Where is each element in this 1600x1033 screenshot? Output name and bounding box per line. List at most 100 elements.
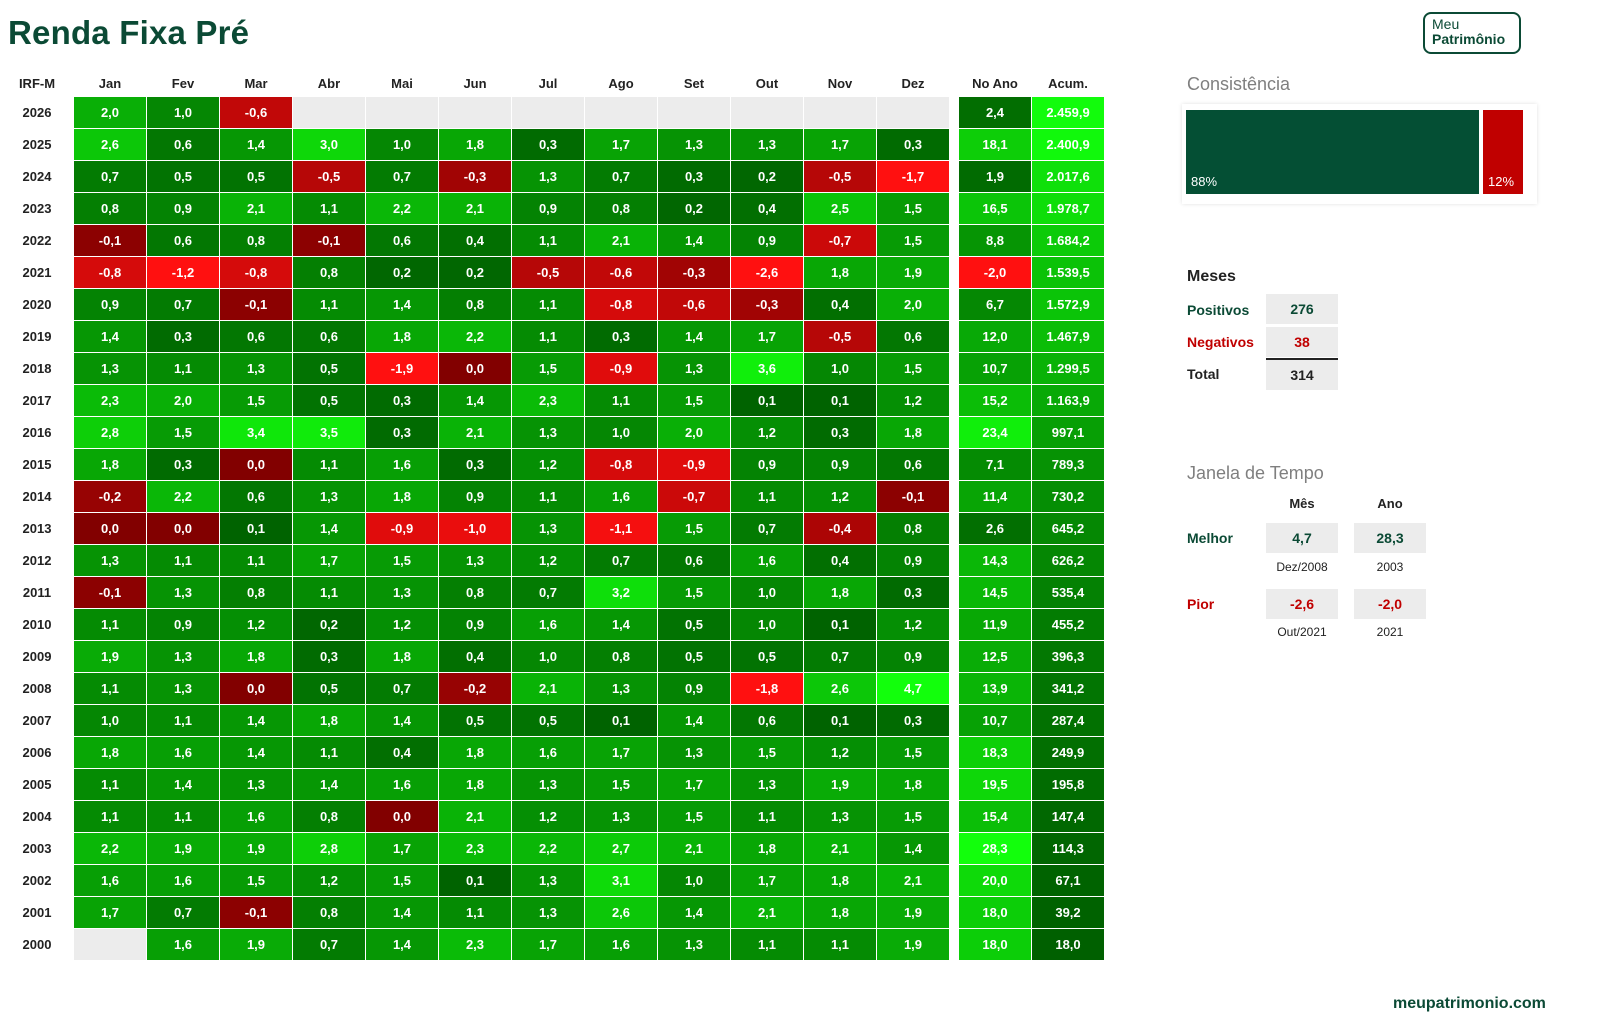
column-gap — [949, 672, 959, 705]
month-return-cell: 1,6 — [584, 928, 658, 961]
month-return-cell: 1,9 — [219, 928, 293, 961]
year-total-cell: 6,7 — [958, 288, 1032, 321]
year-label: 2022 — [0, 224, 74, 257]
table-row: 2024 0,7 0,5 0,5 -0,5 0,7 -0,3 1,3 0,7 0,3 0,2 -0,5… — [0, 160, 1105, 193]
month-return-cell: 1,0 — [803, 352, 877, 385]
year-label: 2019 — [0, 320, 74, 353]
month-return-cell: 0,8 — [219, 224, 293, 257]
column-gap — [949, 352, 959, 385]
month-return-cell: 1,7 — [803, 128, 877, 161]
accumulated-cell: 1.163,9 — [1031, 384, 1105, 417]
month-header: Fev — [171, 75, 195, 91]
month-return-cell: 1,1 — [511, 224, 585, 257]
month-return-cell: 0,6 — [365, 224, 439, 257]
footer-site-link[interactable]: meupatrimonio.com — [1393, 995, 1546, 1012]
month-return-cell: 0,1 — [803, 704, 877, 737]
month-return-cell: 0,7 — [730, 512, 804, 545]
month-return-cell: 1,8 — [438, 768, 512, 801]
month-return-cell: 0,9 — [730, 448, 804, 481]
year-label: 2001 — [0, 896, 74, 929]
month-return-cell: 1,3 — [73, 544, 147, 577]
month-return-cell: 1,4 — [219, 128, 293, 161]
column-gap — [949, 928, 959, 961]
month-return-cell: 2,1 — [438, 192, 512, 225]
month-return-cell: 1,3 — [219, 352, 293, 385]
month-header: Nov — [827, 75, 853, 91]
year-total-cell: 18,0 — [958, 928, 1032, 961]
month-return-cell: -0,8 — [584, 288, 658, 321]
month-header: Out — [755, 75, 779, 91]
month-return-cell: 0,3 — [292, 640, 366, 673]
accumulated-cell: 39,2 — [1031, 896, 1105, 929]
column-gap — [949, 192, 959, 225]
month-return-cell: 0,2 — [657, 192, 731, 225]
month-return-cell: 0,9 — [803, 448, 877, 481]
month-return-cell: 1,5 — [876, 352, 950, 385]
brand-logo[interactable]: Meu Patrimônio — [1423, 12, 1521, 54]
year-total-cell: 2,6 — [958, 512, 1032, 545]
month-return-cell: -1,9 — [365, 352, 439, 385]
column-gap — [949, 576, 959, 609]
month-return-cell: 1,0 — [730, 608, 804, 641]
month-return-cell: 2,0 — [657, 416, 731, 449]
month-return-cell: 1,5 — [511, 352, 585, 385]
month-return-cell: 0,1 — [584, 704, 658, 737]
month-return-cell: 3,1 — [584, 864, 658, 897]
month-return-cell: 0,8 — [292, 256, 366, 289]
month-return-cell: -1,2 — [146, 256, 220, 289]
year-total-cell: 14,5 — [958, 576, 1032, 609]
table-row: 2007 1,0 1,1 1,4 1,8 1,4 0,5 0,5 0,1 1,4 0,6 0,1 0,3… — [0, 704, 1105, 737]
month-return-cell: 1,4 — [219, 736, 293, 769]
month-return-cell: 0,7 — [365, 672, 439, 705]
pior-ano-date: 2021 — [1376, 625, 1404, 639]
month-return-cell: 1,3 — [292, 480, 366, 513]
month-return-cell: 0,8 — [584, 192, 658, 225]
month-return-cell: 0,7 — [511, 576, 585, 609]
month-return-cell: 1,3 — [730, 128, 804, 161]
month-return-cell: -0,8 — [219, 256, 293, 289]
month-return-cell: 1,1 — [146, 352, 220, 385]
month-return-cell: -1,7 — [876, 160, 950, 193]
month-return-cell: 1,8 — [365, 640, 439, 673]
year-total-cell: 10,7 — [958, 352, 1032, 385]
table-row: 2003 2,2 1,9 1,9 2,8 1,7 2,3 2,2 2,7 2,1 1,8 2,1 1,4… — [0, 832, 1105, 865]
corner-label: IRF-M — [18, 75, 56, 91]
month-return-cell: 0,2 — [438, 256, 512, 289]
page-title: Renda Fixa Pré — [8, 14, 250, 51]
month-return-cell: 1,7 — [511, 928, 585, 961]
month-return-cell: 3,5 — [292, 416, 366, 449]
month-return-cell: -1,0 — [438, 512, 512, 545]
consistencia-chart: 88% 12% — [1182, 104, 1537, 204]
month-return-cell: 1,9 — [876, 896, 950, 929]
accumulated-cell: 789,3 — [1031, 448, 1105, 481]
month-return-cell: 1,8 — [876, 416, 950, 449]
month-return-cell: 2,2 — [511, 832, 585, 865]
month-return-cell: 1,8 — [365, 480, 439, 513]
month-return-cell: 0,6 — [146, 128, 220, 161]
month-return-cell: 0,9 — [438, 480, 512, 513]
column-gap — [949, 832, 959, 865]
month-return-cell: 1,3 — [730, 768, 804, 801]
month-return-cell: -0,1 — [219, 896, 293, 929]
month-return-cell: -0,9 — [657, 448, 731, 481]
consistencia-negative-bar: 12% — [1483, 110, 1523, 194]
year-total-cell: 13,9 — [958, 672, 1032, 705]
month-return-cell: -0,2 — [438, 672, 512, 705]
month-return-cell: 1,3 — [584, 800, 658, 833]
month-return-cell: 1,5 — [876, 736, 950, 769]
year-total-cell: 11,9 — [958, 608, 1032, 641]
month-return-cell: -1,8 — [730, 672, 804, 705]
month-return-cell: 1,3 — [365, 576, 439, 609]
negativos-value: 38 — [1266, 327, 1338, 357]
month-return-cell: 0,6 — [219, 480, 293, 513]
month-return-cell: 1,3 — [511, 768, 585, 801]
month-return-cell: 1,9 — [803, 768, 877, 801]
month-return-cell: 1,3 — [657, 928, 731, 961]
month-header: Jan — [98, 75, 122, 91]
month-return-cell: 0,8 — [438, 288, 512, 321]
month-return-cell: 1,6 — [584, 480, 658, 513]
month-return-cell: 1,4 — [365, 928, 439, 961]
accumulated-cell: 147,4 — [1031, 800, 1105, 833]
year-total-cell: 10,7 — [958, 704, 1032, 737]
month-return-cell: 1,6 — [219, 800, 293, 833]
